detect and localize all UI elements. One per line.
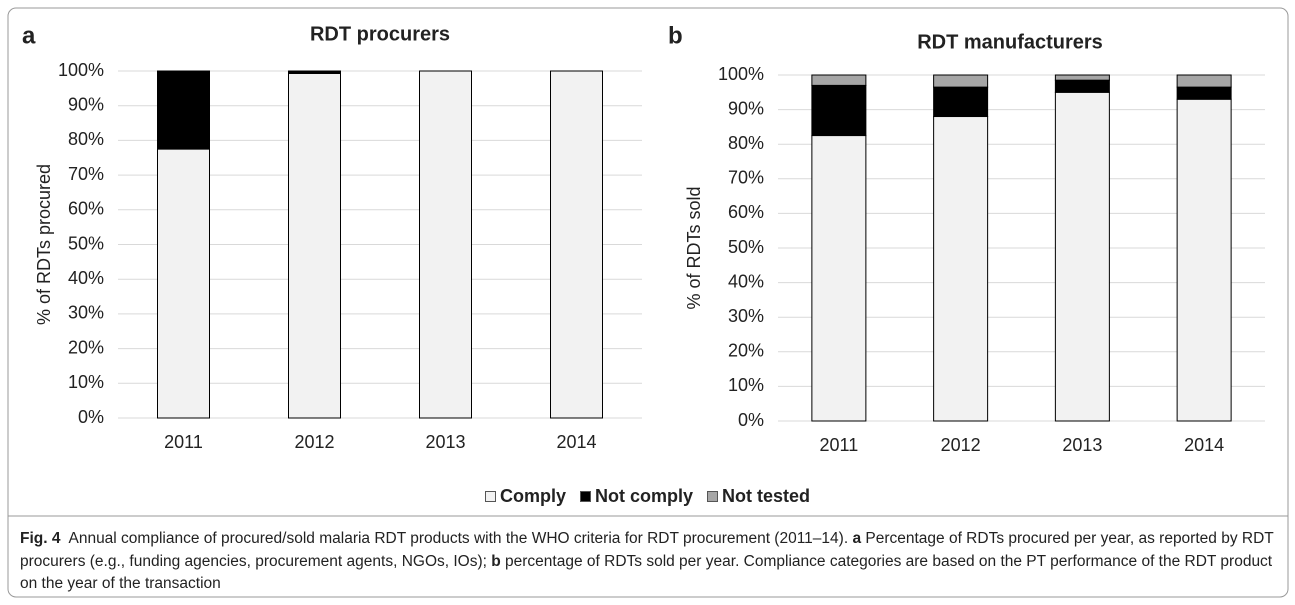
y-tick-label: 70% <box>68 164 104 184</box>
y-tick-label: 10% <box>68 372 104 392</box>
legend-label: Comply <box>499 486 566 506</box>
x-tick-label: 2012 <box>294 432 334 452</box>
y-tick-label: 30% <box>68 303 104 323</box>
y-axis-label: % of RDTs procured <box>34 164 54 325</box>
y-tick-label: 20% <box>68 337 104 357</box>
y-tick-label: 100% <box>58 60 104 80</box>
bar-segment <box>1054 74 1110 81</box>
bar-segment <box>1176 98 1232 422</box>
y-tick-label: 0% <box>738 410 764 430</box>
x-tick-label: 2011 <box>164 432 203 452</box>
bar-segment <box>811 84 867 137</box>
bar-segment <box>157 148 210 419</box>
legend-label: Not tested <box>722 486 811 506</box>
legend-item: Comply <box>484 486 566 507</box>
caption-label: Fig. 4 <box>20 530 61 547</box>
panel-label: b <box>668 22 683 49</box>
y-tick-label: 10% <box>728 375 764 395</box>
bar-segment <box>288 70 341 74</box>
y-tick-label: 90% <box>728 98 764 118</box>
bar-segment <box>419 70 472 419</box>
caption-text: Percentage of RDTs procured per year, as… <box>20 530 1274 570</box>
y-tick-label: 50% <box>728 237 764 257</box>
caption-text: Annual compliance of procured/sold malar… <box>68 530 853 547</box>
x-tick-label: 2011 <box>820 435 859 455</box>
legend-swatch <box>579 491 591 502</box>
y-tick-label: 40% <box>728 271 764 291</box>
legend-label: Not comply <box>594 486 693 506</box>
y-tick-label: 0% <box>78 407 104 427</box>
bar-segment <box>1054 91 1110 422</box>
bar-segment <box>933 116 989 422</box>
bar-segment <box>811 135 867 422</box>
x-tick-label: 2013 <box>425 432 465 452</box>
y-axis-label: % of RDTs sold <box>684 186 704 309</box>
caption-text: percentage of RDTs sold per year. Compli… <box>20 552 1273 593</box>
y-tick-label: 20% <box>728 341 764 361</box>
bar-segment <box>1176 86 1232 100</box>
bar-segment <box>550 70 603 419</box>
x-tick-label: 2014 <box>556 432 596 452</box>
chart-title: RDT manufacturers <box>917 31 1103 53</box>
bar-segment <box>157 70 210 150</box>
bar-segment <box>933 86 989 118</box>
legend-swatch <box>484 491 496 502</box>
caption-text: a <box>852 530 862 547</box>
legend-item: Not tested <box>707 486 810 507</box>
legend-swatch <box>707 491 718 502</box>
bar-segment <box>933 74 989 88</box>
y-tick-label: 60% <box>728 202 764 222</box>
caption-text: b <box>491 552 501 570</box>
y-tick-label: 90% <box>68 94 104 114</box>
bar-segment <box>1176 74 1232 88</box>
y-tick-label: 80% <box>68 129 104 149</box>
y-tick-label: 70% <box>728 168 764 188</box>
frame <box>7 7 1289 598</box>
bar-segment <box>1054 79 1110 93</box>
y-tick-label: 50% <box>68 233 104 253</box>
x-tick-label: 2013 <box>1062 435 1102 455</box>
x-tick-label: 2014 <box>1184 435 1224 455</box>
legend: Comply Not comply Not tested <box>0 486 1295 507</box>
caption: Fig. 4 Annual compliance of procured/sold… <box>20 528 1282 596</box>
y-tick-label: 60% <box>68 199 104 219</box>
bar-segment <box>811 74 867 86</box>
legend-item: Not comply <box>579 486 693 507</box>
x-tick-label: 2012 <box>941 435 981 455</box>
y-tick-label: 100% <box>718 64 764 84</box>
y-tick-label: 30% <box>728 306 764 326</box>
chart-title: RDT procurers <box>310 23 450 45</box>
panel-label: a <box>22 22 36 49</box>
bar-segment <box>288 72 341 419</box>
y-tick-label: 80% <box>728 133 764 153</box>
y-tick-label: 40% <box>68 268 104 288</box>
